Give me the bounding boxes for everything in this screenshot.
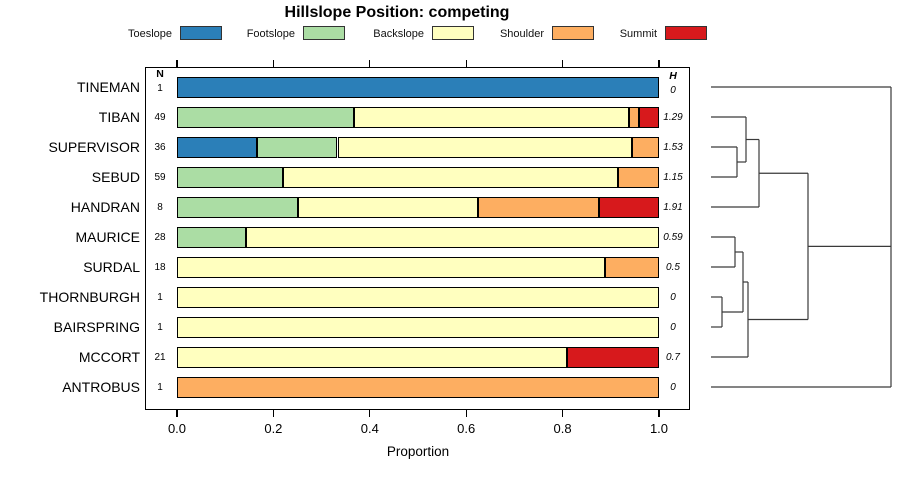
n-value: 21 [154,352,166,363]
x-tick-top [176,60,178,67]
x-tick-top [658,60,660,67]
h-value: 1.15 [663,172,683,183]
n-value: 1 [157,382,163,393]
bar-segment-footslope [177,196,298,218]
bar-segment-summit [638,106,659,128]
bar-segment-summit [567,346,659,368]
x-tick-label: 0.0 [167,421,187,436]
row-label: MAURICE [75,229,140,245]
row-label: SUPERVISOR [48,139,140,155]
x-tick-label: 0.4 [360,421,379,436]
h-value: 0 [670,382,676,393]
bar-segment-shoulder [177,376,659,398]
bar-segment-toeslope [177,136,258,158]
bar-segment-backslope [297,196,479,218]
bar-segment-toeslope [177,76,659,98]
n-value: 18 [154,262,166,273]
legend-swatch [180,26,222,40]
bar-segment-footslope [177,166,284,188]
x-tick-bottom [272,410,274,417]
row-label: TIBAN [98,109,140,125]
legend-swatch [665,26,707,40]
h-value: 0 [670,322,676,333]
legend-label: Summit [619,28,657,40]
row-label: BAIRSPRING [53,319,140,335]
x-tick-bottom [658,410,660,417]
x-tick-top [369,60,371,67]
legend-swatch [303,26,345,40]
x-tick-bottom [562,410,564,417]
bar-segment-backslope [283,166,619,188]
row-label: THORNBURGH [39,289,140,305]
row-label: TINEMAN [77,79,140,95]
legend-swatch [552,26,594,40]
h-value: 0.5 [666,262,680,273]
row-label: SEBUD [91,169,140,185]
bar-segment-backslope [337,136,632,158]
n-value: 1 [157,322,163,333]
x-tick-top [272,60,274,67]
legend-label: Shoulder [499,28,544,40]
legend-label: Backslope [373,28,424,40]
chart-title: Hillslope Position: competing [284,4,510,21]
h-value: 0 [670,85,676,96]
n-value: 36 [154,142,166,153]
bar-segment-shoulder [629,106,639,128]
bar-segment-shoulder [632,136,659,158]
legend-label: Footslope [246,28,295,40]
n-value: 28 [154,232,166,243]
h-value: 0.59 [663,232,683,243]
row-label: HANDRAN [70,199,140,215]
h-value: 0.7 [666,352,680,363]
x-tick-top [562,60,564,67]
n-column-header: N [156,68,164,80]
n-value: 1 [157,292,163,303]
bar-segment-backslope [353,106,630,128]
bar-segment-footslope [177,106,354,128]
row-label: MCCORT [78,349,140,365]
x-tick-bottom [176,410,178,417]
bar-segment-backslope [177,346,568,368]
row-label: ANTROBUS [62,379,140,395]
bar-segment-backslope [177,316,659,338]
bar-segment-backslope [245,226,659,248]
x-tick-bottom [369,410,371,417]
x-tick-top [465,60,467,67]
x-tick-label: 0.8 [553,421,572,436]
x-tick-label: 1.0 [649,421,669,436]
bar-segment-shoulder [605,256,659,278]
h-value: 0 [670,292,676,303]
bar-segment-footslope [257,136,338,158]
n-value: 8 [157,202,163,213]
x-tick-label: 0.6 [457,421,476,436]
n-value: 49 [154,112,166,123]
n-value: 1 [157,83,163,94]
h-value: 1.91 [663,202,683,213]
h-value: 1.29 [663,112,683,123]
x-tick-label: 0.2 [264,421,283,436]
bar-segment-backslope [177,286,659,308]
row-label: SURDAL [83,259,140,275]
bar-segment-summit [598,196,659,218]
h-column-header: H [669,70,677,82]
n-value: 59 [154,172,166,183]
x-tick-bottom [465,410,467,417]
bar-segment-backslope [177,256,606,278]
legend-label: Toeslope [127,28,172,40]
legend-swatch [432,26,474,40]
bar-segment-shoulder [618,166,659,188]
h-value: 1.53 [663,142,683,153]
bar-segment-footslope [177,226,246,248]
plot-frame [145,67,690,410]
x-axis-title: Proportion [386,444,450,459]
bar-segment-shoulder [478,196,599,218]
